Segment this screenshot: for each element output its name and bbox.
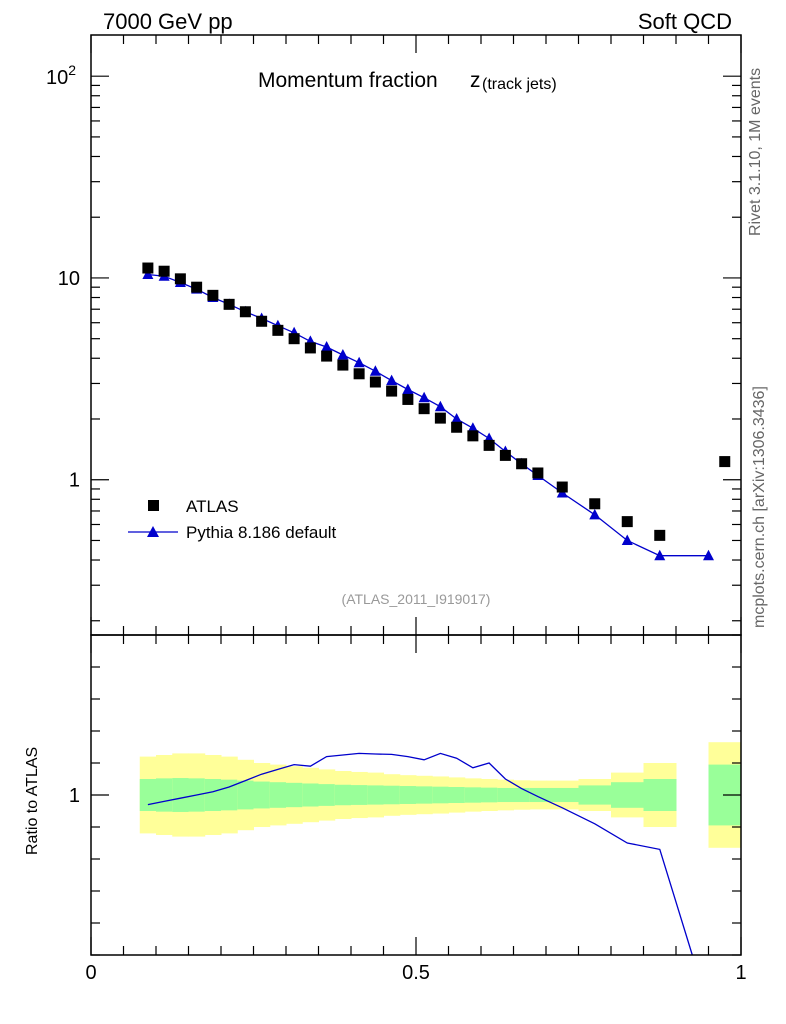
pythia-point	[467, 422, 479, 433]
ratio-panel: 1 0 0.5 1 Ratio to ATLAS	[24, 634, 747, 984]
atlas-point	[174, 273, 186, 285]
atlas-point	[191, 281, 203, 293]
ratio-stat-uncertainty-band	[351, 785, 368, 805]
pythia-point	[451, 412, 463, 424]
ratio-stat-uncertainty-band	[156, 778, 173, 812]
ratio-y-tick-label: 1	[69, 785, 80, 807]
y-tick-label: 10	[58, 268, 80, 290]
pythia-point	[386, 374, 398, 386]
atlas-point	[353, 368, 365, 380]
ratio-stat-uncertainty-band	[546, 787, 579, 803]
atlas-point	[142, 262, 154, 274]
atlas-point	[337, 359, 349, 371]
legend: ATLAS Pythia 8.186 default	[128, 497, 337, 542]
analysis-watermark: (ATLAS_2011_I919017)	[342, 591, 491, 607]
pythia-point	[654, 549, 666, 561]
ratio-stat-uncertainty-band	[497, 787, 514, 803]
pythia-point	[621, 534, 633, 545]
atlas-point	[256, 315, 268, 327]
pythia-point	[369, 365, 381, 376]
ratio-stat-uncertainty-band	[513, 787, 531, 803]
ratio-stat-uncertainty-band	[481, 787, 498, 803]
ratio-stat-uncertainty-band	[221, 779, 238, 811]
pythia-point	[703, 549, 714, 561]
ratio-stat-uncertainty-band	[578, 785, 612, 805]
atlas-point	[499, 449, 511, 461]
mcplots-reference-label: mcplots.cern.ch [arXiv:1306.3436]	[751, 386, 768, 628]
atlas-point	[418, 403, 430, 415]
pythia-point	[434, 400, 446, 412]
y-tick-label: 1	[69, 470, 80, 492]
ratio-stat-uncertainty-band	[253, 781, 271, 809]
main-title-subscript: (track jets)	[482, 76, 557, 93]
ratio-stat-uncertainty-band	[611, 782, 644, 808]
atlas-point	[589, 498, 601, 510]
atlas-point	[556, 481, 568, 493]
atlas-point	[402, 393, 414, 405]
pythia-ratio-line	[147, 752, 693, 956]
ratio-stat-uncertainty-band	[432, 786, 449, 804]
ratio-stat-uncertainty-band	[139, 779, 157, 811]
atlas-point	[386, 385, 398, 397]
ratio-stat-uncertainty-band	[269, 782, 287, 808]
ratio-stat-uncertainty-band	[302, 783, 319, 807]
x-tick-label: 1	[735, 962, 746, 984]
legend-atlas-label: ATLAS	[186, 497, 239, 516]
atlas-point	[369, 376, 381, 388]
atlas-point	[516, 458, 528, 470]
atlas-point	[451, 421, 463, 433]
legend-pythia-label: Pythia 8.186 default	[186, 523, 337, 542]
ratio-stat-uncertainty-band	[464, 787, 482, 803]
atlas-point	[288, 333, 300, 345]
atlas-point	[719, 456, 731, 468]
legend-atlas-marker	[148, 500, 159, 511]
ratio-stat-uncertainty-band	[383, 785, 401, 805]
ratio-y-axis-label: Ratio to ATLAS	[24, 747, 41, 855]
pythia-point	[418, 391, 430, 403]
main-title-symbol: z	[470, 69, 481, 92]
main-panel-frame	[90, 34, 742, 636]
pythia-point	[142, 268, 154, 280]
ratio-stat-uncertainty-band	[237, 780, 254, 810]
ratio-stat-uncertainty-band	[643, 779, 677, 811]
ratio-stat-uncertainty-band	[399, 786, 417, 804]
ratio-stat-uncertainty-band	[318, 784, 336, 806]
ratio-stat-uncertainty-band	[448, 787, 466, 803]
pythia-point	[321, 340, 333, 352]
header-left-label: 7000 GeV pp	[103, 9, 233, 34]
atlas-point	[434, 412, 446, 424]
atlas-point	[239, 306, 251, 318]
atlas-point	[483, 439, 495, 451]
ratio-stat-uncertainty-band	[416, 786, 433, 804]
ratio-stat-uncertainty-band	[286, 782, 303, 808]
x-tick-label: 0.5	[402, 962, 430, 984]
pythia-point	[353, 356, 365, 368]
ratio-stat-uncertainty-band	[334, 784, 352, 806]
atlas-point	[223, 298, 235, 310]
atlas-point	[654, 529, 666, 541]
x-tick-label: 0	[85, 962, 96, 984]
rivet-version-label: Rivet 3.1.10, 1M events	[747, 68, 764, 236]
atlas-point	[321, 350, 333, 362]
atlas-point	[207, 289, 219, 301]
atlas-point	[532, 467, 544, 479]
atlas-point	[272, 324, 284, 336]
y-tick-label: 102	[46, 62, 76, 89]
ratio-stat-uncertainty-band	[367, 785, 384, 805]
ratio-stat-uncertainty-band	[172, 778, 189, 812]
main-title-text: Momentum fraction	[258, 69, 438, 92]
atlas-point	[158, 265, 170, 277]
ratio-stat-uncertainty-band	[204, 779, 222, 811]
atlas-point	[467, 430, 479, 442]
legend-pythia-marker	[147, 526, 159, 537]
pythia-point	[589, 508, 601, 520]
pythia-point	[402, 383, 414, 395]
header-right-label: Soft QCD	[638, 9, 732, 34]
atlas-point	[304, 342, 316, 354]
pythia-point	[337, 349, 349, 360]
atlas-point	[621, 516, 633, 528]
